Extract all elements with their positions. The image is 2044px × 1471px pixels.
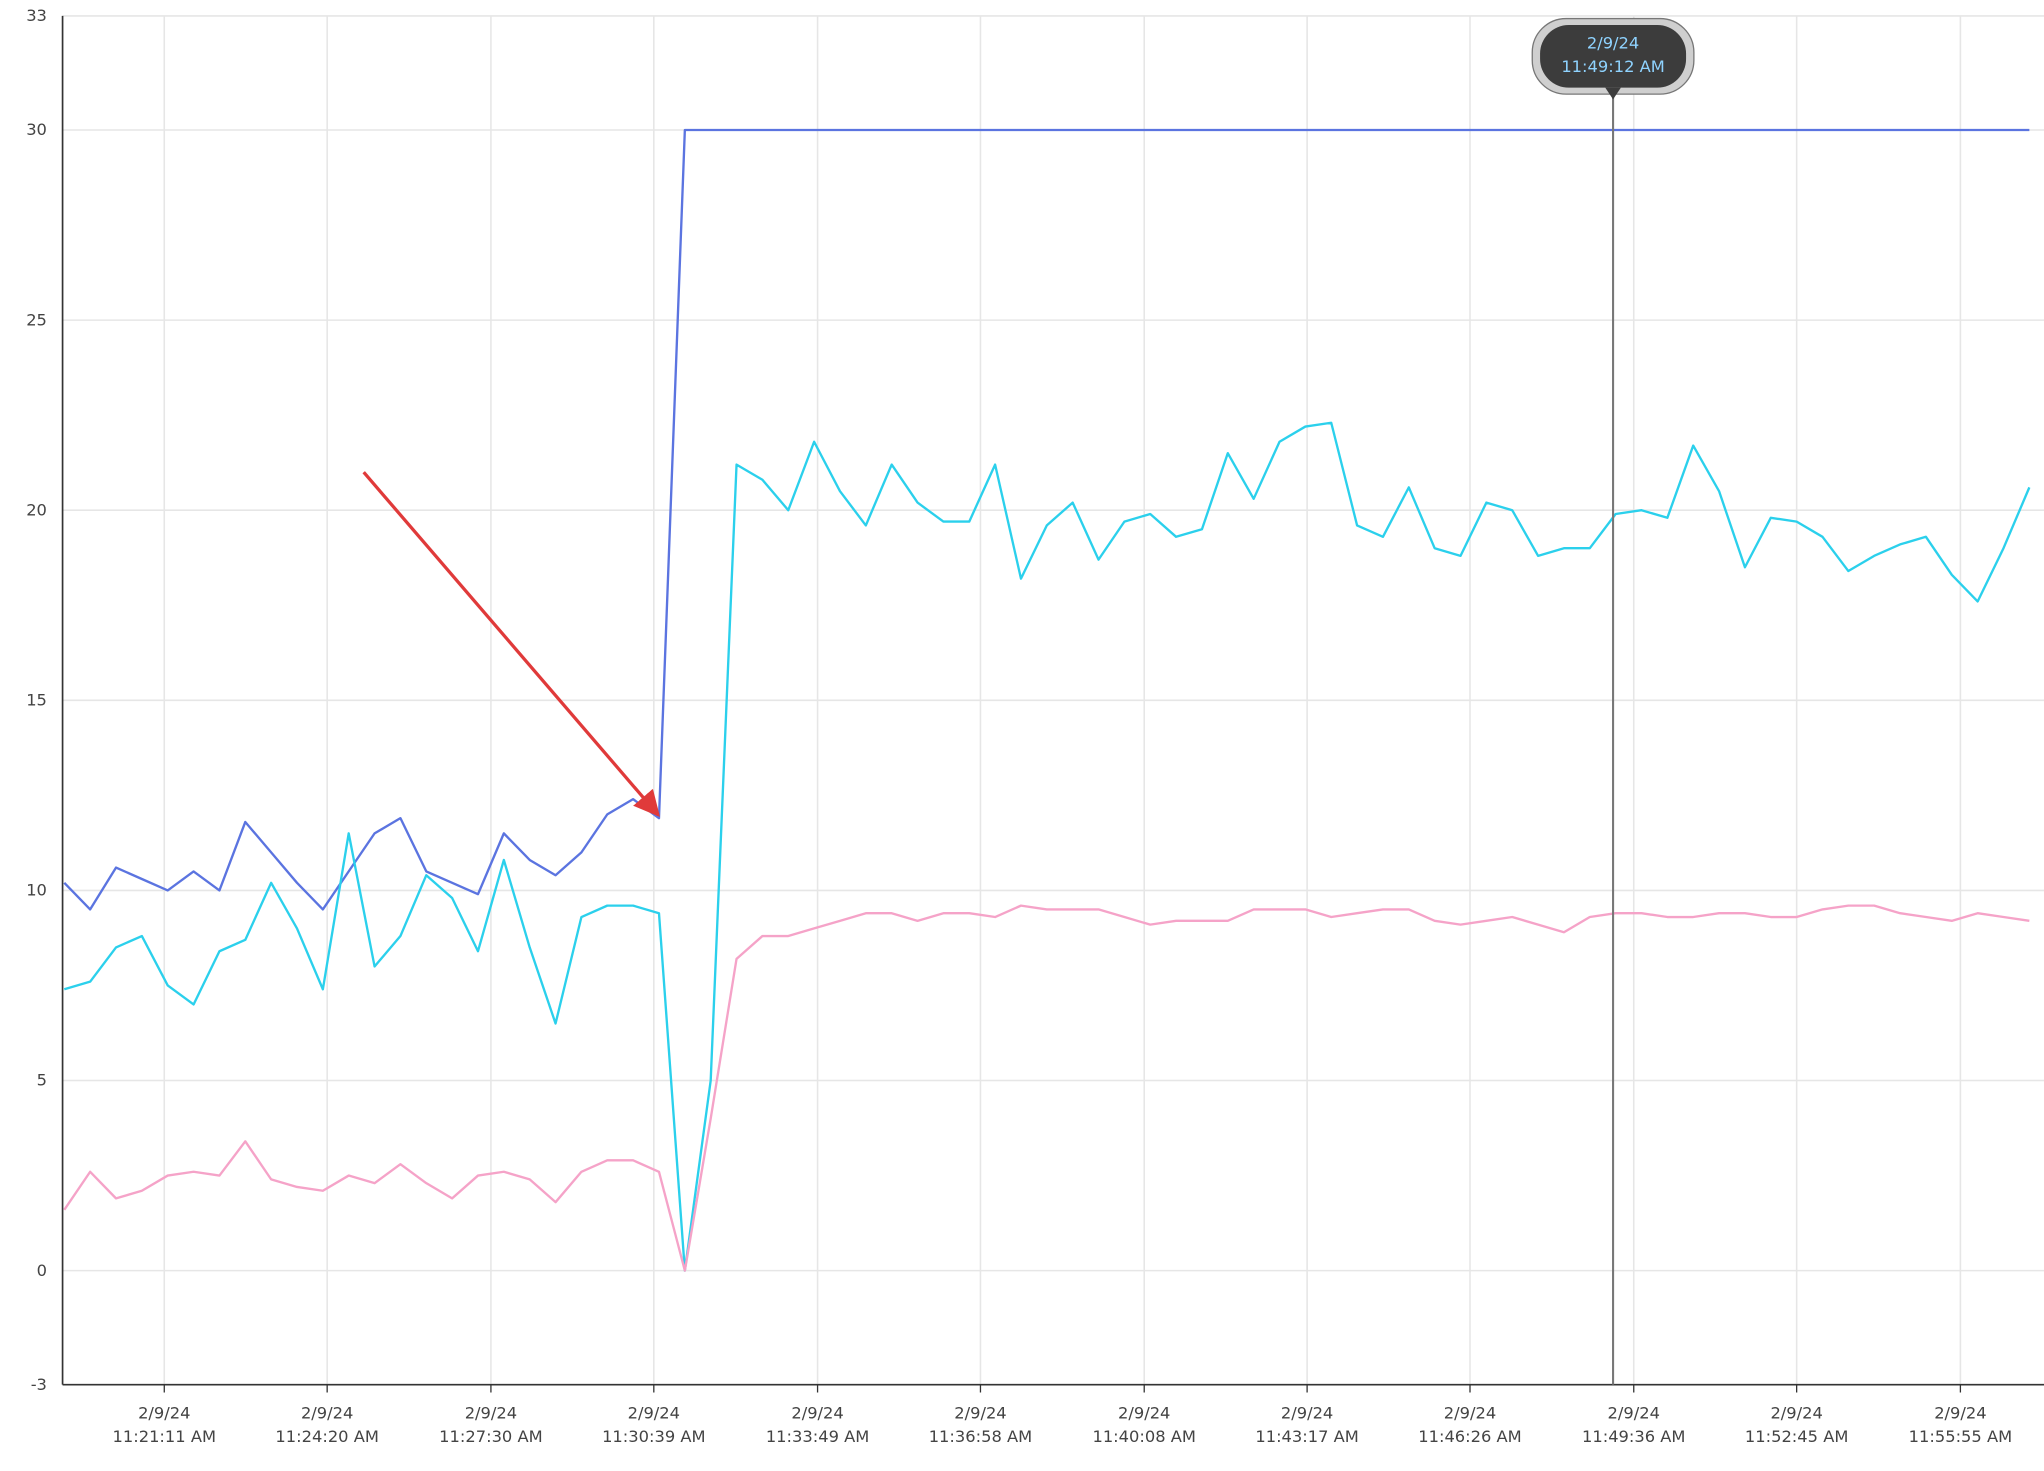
- x-tick-label: 2/9/24 11:43:17 AM: [1255, 1404, 1358, 1446]
- y-tick-label: 30: [26, 120, 47, 139]
- x-tick-label: 2/9/24 11:46:26 AM: [1418, 1404, 1521, 1446]
- cursor-label: 2/9/24 11:49:12 AM: [1561, 34, 1664, 76]
- series-line: [63, 421, 2031, 1272]
- x-tick-label: 2/9/24 11:24:20 AM: [275, 1404, 378, 1446]
- cursor-tooltip: [1540, 25, 1687, 88]
- x-tick-label: 2/9/24 11:33:49 AM: [766, 1404, 869, 1446]
- x-tick-label: 2/9/24 11:27:30 AM: [439, 1404, 542, 1446]
- x-tick-label: 2/9/24 11:49:36 AM: [1582, 1404, 1685, 1446]
- cursor-tooltip-pointer: [1605, 87, 1621, 100]
- annotation-arrow: [362, 471, 661, 817]
- x-tick-label: 2/9/24 11:21:11 AM: [113, 1404, 216, 1446]
- y-tick-label: 0: [37, 1261, 47, 1280]
- y-tick-label: 5: [37, 1071, 47, 1090]
- x-tick-label: 2/9/24 11:30:39 AM: [602, 1404, 705, 1446]
- x-tick-label: 2/9/24 11:40:08 AM: [1092, 1404, 1195, 1446]
- x-tick-label: 2/9/24 11:36:58 AM: [929, 1404, 1032, 1446]
- y-tick-label: 25: [26, 310, 47, 329]
- y-tick-label: 15: [26, 691, 47, 710]
- y-tick-label: -3: [31, 1375, 47, 1394]
- grid: [62, 15, 2044, 1386]
- y-tick-label: 20: [26, 500, 47, 519]
- x-tick-label: 2/9/24 11:55:55 AM: [1909, 1404, 2012, 1446]
- y-tick-label: 10: [26, 881, 47, 900]
- x-tick-label: 2/9/24 11:52:45 AM: [1745, 1404, 1848, 1446]
- labels: -3 0 5 10 15 20 25 30 33 2/9/24 11:21:11 AM 2/9/24 1…: [26, 6, 2012, 1446]
- series-line: [63, 904, 2030, 1272]
- y-tick-label: 33: [26, 6, 47, 25]
- series-line: [63, 128, 2030, 911]
- series-lines: [63, 128, 2031, 1272]
